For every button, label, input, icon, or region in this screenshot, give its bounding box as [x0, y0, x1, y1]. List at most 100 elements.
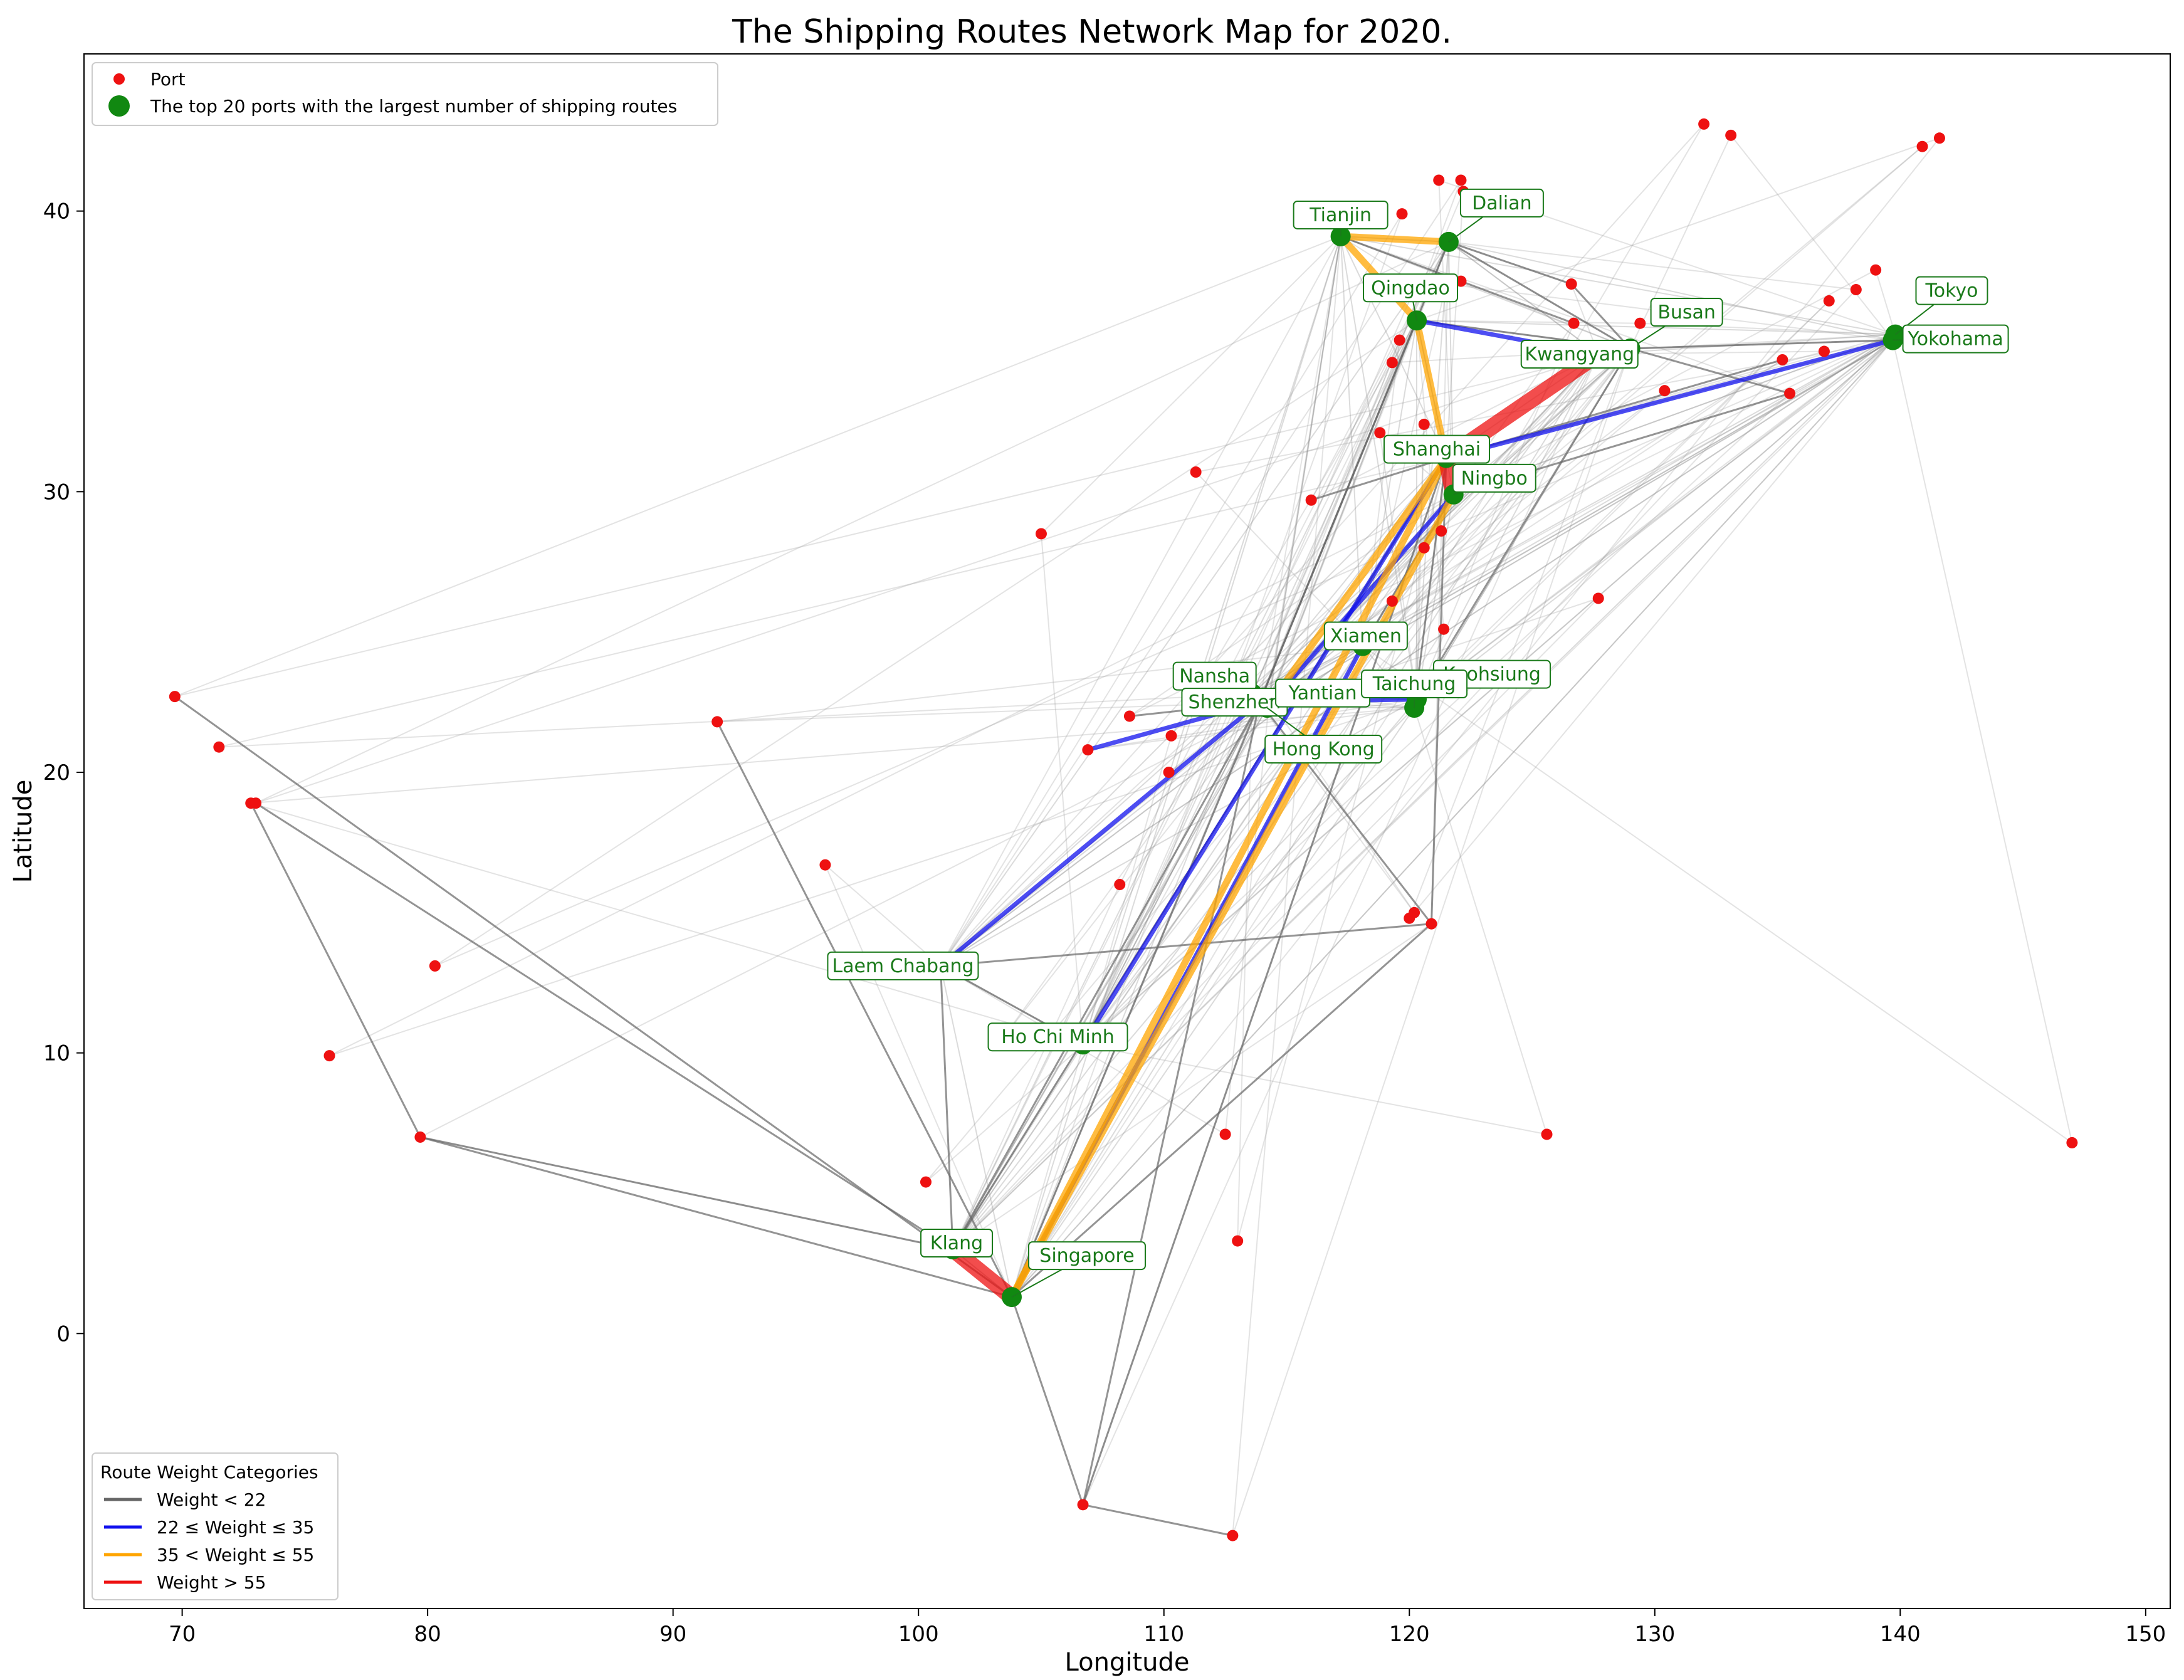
faint-route: [1083, 1044, 1547, 1135]
port-label-box: [1361, 669, 1468, 699]
port-marker: [1394, 334, 1405, 346]
faint-route: [1362, 645, 2072, 1143]
faint-route: [952, 320, 1417, 1250]
faint-route: [940, 236, 1341, 967]
faint-route: [1011, 693, 1253, 1298]
route-layer: [174, 233, 1896, 1537]
faint-route: [1224, 699, 1271, 1135]
faint-route: [1409, 339, 1894, 919]
faint-route: [1011, 213, 1403, 1298]
port-marker: [1823, 295, 1835, 307]
port-marker: [1418, 418, 1430, 430]
port-label: Shanghai: [1393, 439, 1481, 461]
route-line: [1310, 457, 1447, 501]
faint-route: [250, 802, 1083, 1046]
port-label: Taichung: [1372, 673, 1456, 695]
port-label-box: [1264, 735, 1383, 764]
faint-route: [1269, 180, 1462, 700]
port-label-box: [1520, 339, 1639, 369]
port-marker: [1418, 542, 1430, 554]
legend-weight-label-mid: 22 ≤ Weight ≤ 35: [157, 1517, 314, 1538]
x-axis-label: Longitude: [1065, 1648, 1190, 1677]
port-marker: [1455, 174, 1467, 186]
route-line: [1570, 283, 1632, 350]
faint-route: [717, 701, 1260, 723]
faint-route: [1416, 424, 1425, 700]
faint-route: [1416, 320, 1641, 324]
route-line: [1082, 701, 1261, 1506]
route-line: [255, 802, 954, 1251]
faint-route: [1011, 339, 1894, 1298]
y-tick-label: 0: [56, 1321, 70, 1347]
faint-route: [1082, 693, 1253, 1045]
port-marker: [1777, 354, 1788, 365]
faint-route: [1011, 236, 1341, 1298]
route-line: [1447, 241, 1573, 285]
route-line: [939, 965, 954, 1251]
port-label-box: [1452, 463, 1536, 493]
x-tick-label: 130: [1634, 1622, 1675, 1647]
route-line: [419, 1136, 954, 1251]
route-line: [1337, 233, 1452, 246]
port-label-box: [987, 1022, 1128, 1052]
faint-route: [940, 494, 1454, 967]
port-label: Singapore: [1039, 1245, 1134, 1267]
port-marker: [1082, 744, 1094, 756]
port-marker: [1232, 1235, 1244, 1247]
faint-route: [1448, 241, 1599, 355]
faint-route: [940, 179, 1462, 967]
faint-route: [1082, 701, 1261, 1045]
port-marker: [429, 960, 441, 972]
route-line: [1413, 457, 1447, 709]
faint-route: [940, 333, 1896, 967]
legend-weight-label-low: Weight < 22: [157, 1489, 266, 1510]
x-tick-label: 140: [1880, 1622, 1921, 1647]
plot-frame: [83, 53, 2171, 1609]
port-marker: [213, 741, 225, 753]
y-tick-label: 20: [43, 760, 70, 785]
port-marker: [1114, 879, 1126, 891]
port-label: Ho Chi Minh: [1001, 1026, 1115, 1048]
faint-route: [1011, 137, 1940, 1298]
faint-route: [1004, 698, 1270, 1037]
faint-route: [1040, 533, 1084, 1045]
faint-route: [1269, 320, 1417, 700]
port-marker: [1436, 525, 1447, 537]
port-marker: [1035, 528, 1047, 540]
faint-route: [1416, 333, 1896, 700]
port-label-box: [920, 1229, 994, 1258]
faint-route: [1082, 701, 1261, 1045]
port-label: Tianjin: [1309, 204, 1372, 226]
legend-ports-frame: [92, 62, 718, 126]
faint-route: [952, 348, 1631, 1250]
faint-route: [952, 707, 1268, 1250]
legend-weights-frame: [92, 1452, 339, 1600]
port-marker: [1916, 140, 1928, 152]
faint-route: [824, 864, 1012, 1298]
faint-route: [1266, 530, 1442, 708]
x-tick-label: 70: [169, 1622, 196, 1647]
faint-route: [952, 289, 1857, 1250]
port-label: Shenzhen: [1189, 691, 1281, 713]
faint-route: [219, 693, 1252, 748]
port-label: Laem Chabang: [832, 955, 974, 977]
port-marker: [1163, 766, 1175, 778]
faint-route: [1266, 236, 1341, 708]
port-label: Nansha: [1179, 666, 1250, 688]
route-line: [1447, 241, 1632, 350]
x-tick-label: 150: [2125, 1622, 2166, 1647]
port-marker: [1077, 1499, 1089, 1511]
port-marker: [1592, 592, 1604, 604]
port-marker: [1698, 118, 1710, 130]
legend-top-port-label: The top 20 ports with the largest number…: [150, 96, 677, 117]
faint-route: [1453, 269, 1876, 495]
port-marker: [414, 1131, 426, 1143]
port-marker: [1165, 730, 1177, 742]
port-label: Busan: [1657, 302, 1716, 323]
faint-route: [251, 707, 1415, 804]
faint-route: [1416, 320, 1896, 335]
faint-route: [1448, 241, 1856, 291]
port-label: Hong Kong: [1273, 738, 1375, 760]
route-line: [938, 700, 1262, 969]
faint-route: [434, 333, 1896, 967]
